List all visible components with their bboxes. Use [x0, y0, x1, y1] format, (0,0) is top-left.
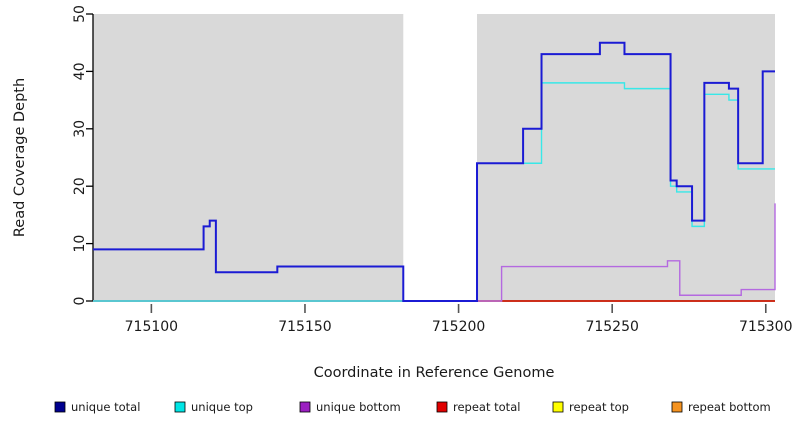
- y-axis-tick-label: 10: [72, 235, 88, 253]
- legend-label-repeat-total: repeat total: [453, 400, 520, 414]
- y-axis-tick-label: 40: [72, 62, 88, 80]
- y-axis-title: Read Coverage Depth: [12, 78, 28, 237]
- y-axis-tick-label: 30: [72, 120, 88, 138]
- legend-swatch-repeat-total: [436, 401, 448, 413]
- legend-swatch-unique-bottom: [299, 401, 311, 413]
- x-axis-tick-label: 715100: [125, 319, 178, 335]
- legend-swatch-repeat-bottom: [671, 401, 683, 413]
- legend-label-unique-top: unique top: [191, 400, 253, 414]
- no-coverage-gap-band: [403, 14, 478, 301]
- x-axis-title: Coordinate in Reference Genome: [314, 365, 555, 381]
- legend-label-unique-bottom: unique bottom: [316, 400, 401, 414]
- series-line-unique-bottom: [93, 203, 776, 302]
- y-axis-tick-label: 0: [72, 297, 88, 306]
- y-axis-tick-label: 50: [72, 5, 88, 23]
- series-line-unique-total: [93, 41, 775, 302]
- legend-swatch-unique-top: [174, 401, 186, 413]
- legend-swatch-unique-total: [54, 401, 66, 413]
- x-axis-tick-label: 715150: [278, 319, 331, 335]
- legend-swatch-repeat-top: [552, 401, 564, 413]
- x-axis-tick-label: 715300: [739, 319, 792, 335]
- legend-label-unique-total: unique total: [71, 400, 140, 414]
- x-axis-tick-label: 715250: [585, 319, 638, 335]
- legend-label-repeat-bottom: repeat bottom: [688, 400, 771, 414]
- x-axis-tick-label: 715200: [432, 319, 485, 335]
- legend-label-repeat-top: repeat top: [569, 400, 629, 414]
- y-axis-tick-label: 20: [72, 177, 88, 195]
